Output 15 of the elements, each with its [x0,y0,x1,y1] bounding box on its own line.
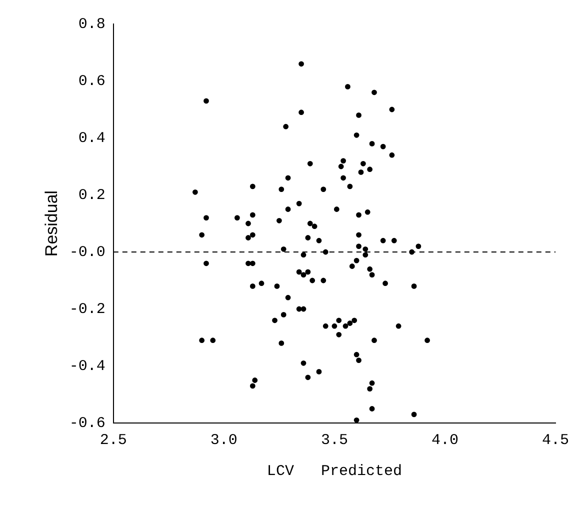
x-tick-label: 2.5 [100,432,127,449]
y-tick-label: -0.6 [69,414,106,432]
x-axis-title: LCV Predicted [266,462,402,480]
x-tick-label: 4.0 [431,432,458,449]
y-tick-label: 0.8 [78,16,106,33]
y-tick-label: -0.4 [69,358,106,375]
y-tick-label: 0.4 [78,130,106,147]
y-tick-label: 0.2 [78,186,106,204]
y-tick-label: -0.0 [69,244,106,261]
x-tick-label: 3.0 [210,432,238,449]
y-axis-title: Residual [42,190,61,257]
x-tick-label: 4.5 [542,432,570,449]
y-tick-label: -0.2 [69,300,106,318]
x-tick-label: 3.5 [320,432,348,449]
y-tick-label: 0.6 [78,72,106,90]
